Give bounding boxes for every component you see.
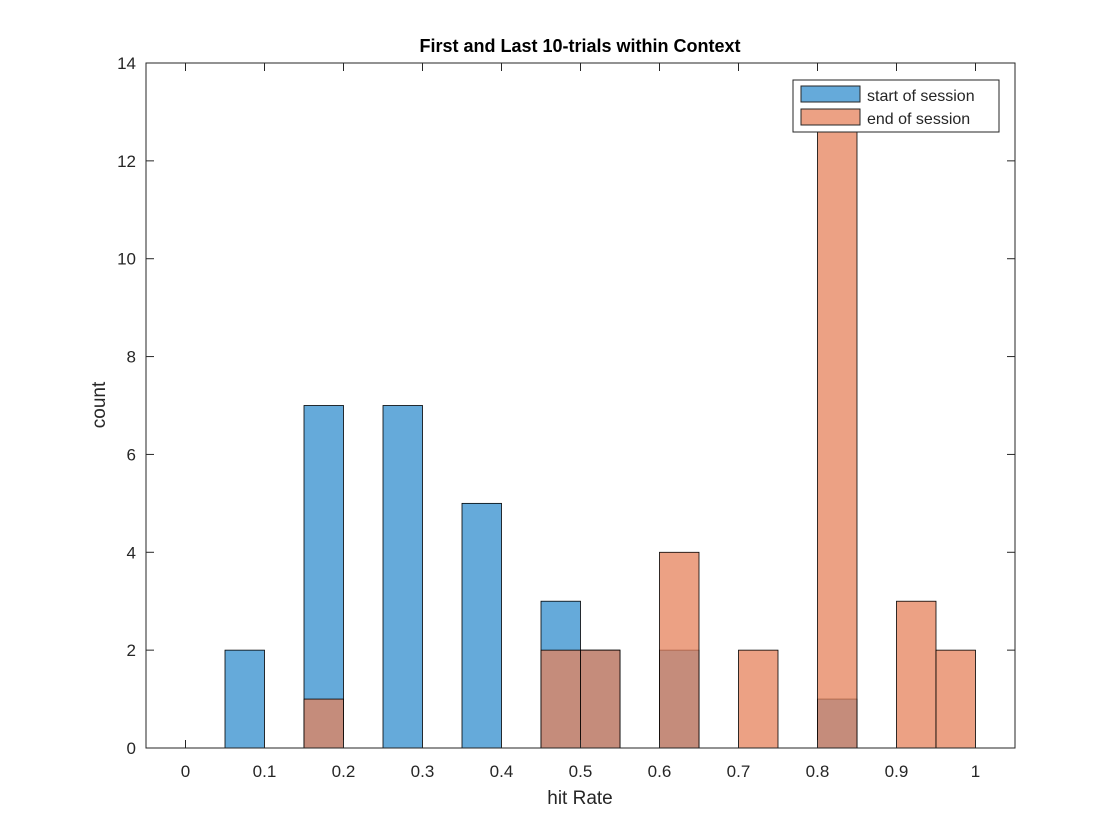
legend-swatch-start-of-session xyxy=(800,85,861,103)
bar-end-of-session-6 xyxy=(896,600,937,749)
x-tick-label: 0.5 xyxy=(569,762,593,781)
y-axis-label: count xyxy=(89,381,110,428)
x-tick-label: 0.8 xyxy=(806,762,830,781)
x-axis-label: hit Rate xyxy=(547,788,612,809)
y-tick-label: 4 xyxy=(127,543,136,562)
legend-label-end-of-session: end of session xyxy=(867,111,970,128)
bar-start-of-session-3 xyxy=(461,502,502,749)
x-tick-label: 0.6 xyxy=(648,762,672,781)
legend: start of session end of session xyxy=(792,79,1000,133)
bar-end-of-session-0 xyxy=(303,698,344,749)
bar-start-of-session-0 xyxy=(224,649,265,749)
y-tick-label: 14 xyxy=(117,54,136,73)
y-tick-label: 12 xyxy=(117,152,136,171)
x-tick-label: 0.3 xyxy=(411,762,435,781)
bars-end-of-session xyxy=(303,111,976,749)
legend-label-start-of-session: start of session xyxy=(867,88,975,105)
bar-start-of-session-1 xyxy=(303,405,344,749)
x-tick-label: 0.1 xyxy=(253,762,277,781)
bar-end-of-session-4 xyxy=(738,649,779,749)
y-axis-ticks: 0 2 4 6 8 10 12 14 xyxy=(117,54,1015,758)
bar-start-of-session-2 xyxy=(382,405,423,749)
y-tick-label: 2 xyxy=(127,641,136,660)
x-tick-label: 0.2 xyxy=(332,762,356,781)
x-axis-ticks: 0 0.1 0.2 0.3 0.4 0.5 0.6 0.7 0.8 0.9 1 xyxy=(181,63,980,781)
legend-swatch-end-of-session xyxy=(800,108,861,126)
bar-end-of-session-3 xyxy=(659,551,700,749)
y-tick-label: 10 xyxy=(117,250,136,269)
x-tick-label: 0.9 xyxy=(885,762,909,781)
x-tick-label: 0 xyxy=(181,762,190,781)
bar-end-of-session-1 xyxy=(540,649,581,749)
y-tick-label: 0 xyxy=(127,739,136,758)
chart-title: First and Last 10-trials within Context xyxy=(419,36,740,56)
x-tick-label: 1 xyxy=(971,762,980,781)
y-tick-label: 8 xyxy=(127,348,136,367)
y-tick-label: 6 xyxy=(127,445,136,464)
bar-end-of-session-2 xyxy=(580,649,621,749)
x-tick-label: 0.4 xyxy=(490,762,514,781)
x-tick-label: 0.7 xyxy=(727,762,751,781)
bar-end-of-session-5 xyxy=(817,111,858,749)
bar-end-of-session-7 xyxy=(935,649,976,749)
